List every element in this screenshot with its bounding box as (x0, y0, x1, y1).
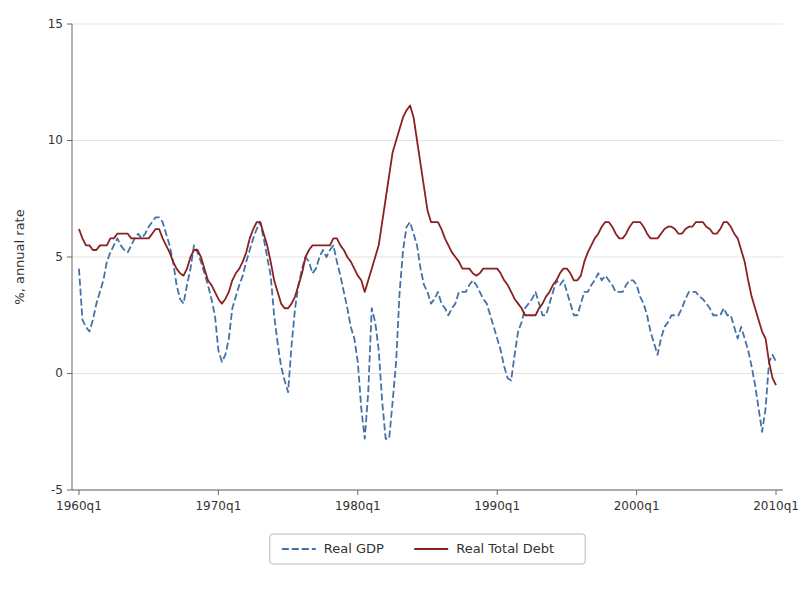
x-tick (357, 490, 358, 495)
y-tick-label: -5 (51, 483, 63, 497)
legend-label: Real GDP (324, 541, 384, 556)
x-tick-label: 2000q1 (614, 499, 660, 513)
y-tick-label: 0 (55, 366, 63, 380)
grid-line (72, 140, 783, 141)
legend-swatch (282, 548, 316, 550)
x-tick-label: 2010q1 (753, 499, 799, 513)
axes: -5 0 5 10 15 1960q1 1970q1 1980q1 1990q1 2000q1 20… (48, 17, 799, 514)
legend: Real GDP Real Total Debt (270, 534, 585, 564)
x-tick (218, 490, 219, 495)
x-tick-label: 1980q1 (335, 499, 381, 513)
legend-label: Real Total Debt (456, 541, 554, 556)
x-tick-label: 1970q1 (195, 499, 241, 513)
y-tick (67, 24, 72, 25)
data-lines (79, 106, 776, 439)
y-tick (67, 373, 72, 374)
x-tick (776, 490, 777, 495)
grid-line (72, 490, 783, 491)
x-tick (636, 490, 637, 495)
x-axis-line (72, 490, 783, 491)
grid (72, 24, 783, 490)
legend-swatch (414, 548, 448, 550)
chart-container: -5 0 5 10 15 1960q1 1970q1 1980q1 1990q1 2000q1 20… (0, 0, 811, 590)
y-tick (67, 490, 72, 491)
y-axis-label: %, annual rate (12, 209, 27, 304)
x-tick (497, 490, 498, 495)
plot-area (72, 24, 783, 490)
x-tick-label: 1990q1 (474, 499, 520, 513)
y-axis-line (72, 24, 73, 490)
x-tick (78, 490, 79, 495)
series-line (79, 106, 776, 386)
y-tick (67, 257, 72, 258)
grid-line (72, 24, 783, 25)
grid-line (72, 257, 783, 258)
y-tick-label: 15 (48, 17, 63, 31)
y-tick-label: 10 (48, 133, 63, 147)
series-line (79, 217, 776, 438)
chart-svg: -5 0 5 10 15 1960q1 1970q1 1980q1 1990q1 2000q1 20… (0, 0, 811, 590)
legend-box (270, 534, 585, 564)
y-tick-label: 5 (55, 250, 63, 264)
grid-line (72, 373, 783, 374)
x-tick-label: 1960q1 (56, 499, 102, 513)
y-tick (67, 140, 72, 141)
